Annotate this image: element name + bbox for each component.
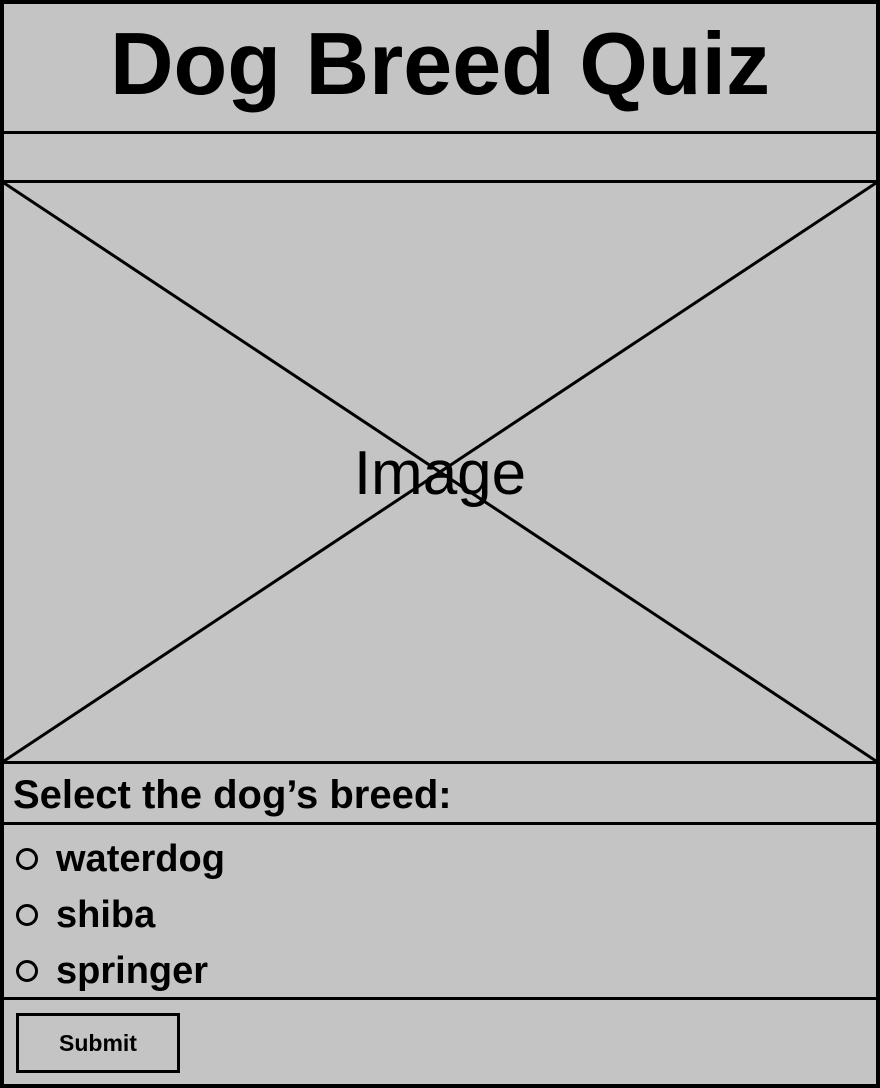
title-bar: Dog Breed Quiz <box>4 4 876 134</box>
footer-bar: Submit <box>4 1000 876 1088</box>
option-label: waterdog <box>56 838 225 880</box>
question-bar: Select the dog’s breed: <box>4 764 876 825</box>
radio-button-icon[interactable] <box>16 904 38 926</box>
empty-bar <box>4 134 876 183</box>
image-placeholder-label: Image <box>353 439 527 508</box>
answer-options: waterdog shiba springer <box>4 825 876 1000</box>
radio-button-icon[interactable] <box>16 960 38 982</box>
option-waterdog[interactable]: waterdog <box>16 837 225 881</box>
option-label: shiba <box>56 894 156 936</box>
page-title: Dog Breed Quiz <box>109 13 771 113</box>
option-label: springer <box>56 950 209 992</box>
placeholder-cross-icon <box>4 183 876 761</box>
submit-button[interactable]: Submit <box>16 1013 180 1073</box>
option-springer[interactable]: springer <box>16 949 208 993</box>
question-prompt: Select the dog’s breed: <box>13 773 452 817</box>
option-shiba[interactable]: shiba <box>16 893 155 937</box>
image-placeholder: Image <box>4 183 876 764</box>
radio-button-icon[interactable] <box>16 848 38 870</box>
cross-line-diagonal-up <box>4 183 876 761</box>
